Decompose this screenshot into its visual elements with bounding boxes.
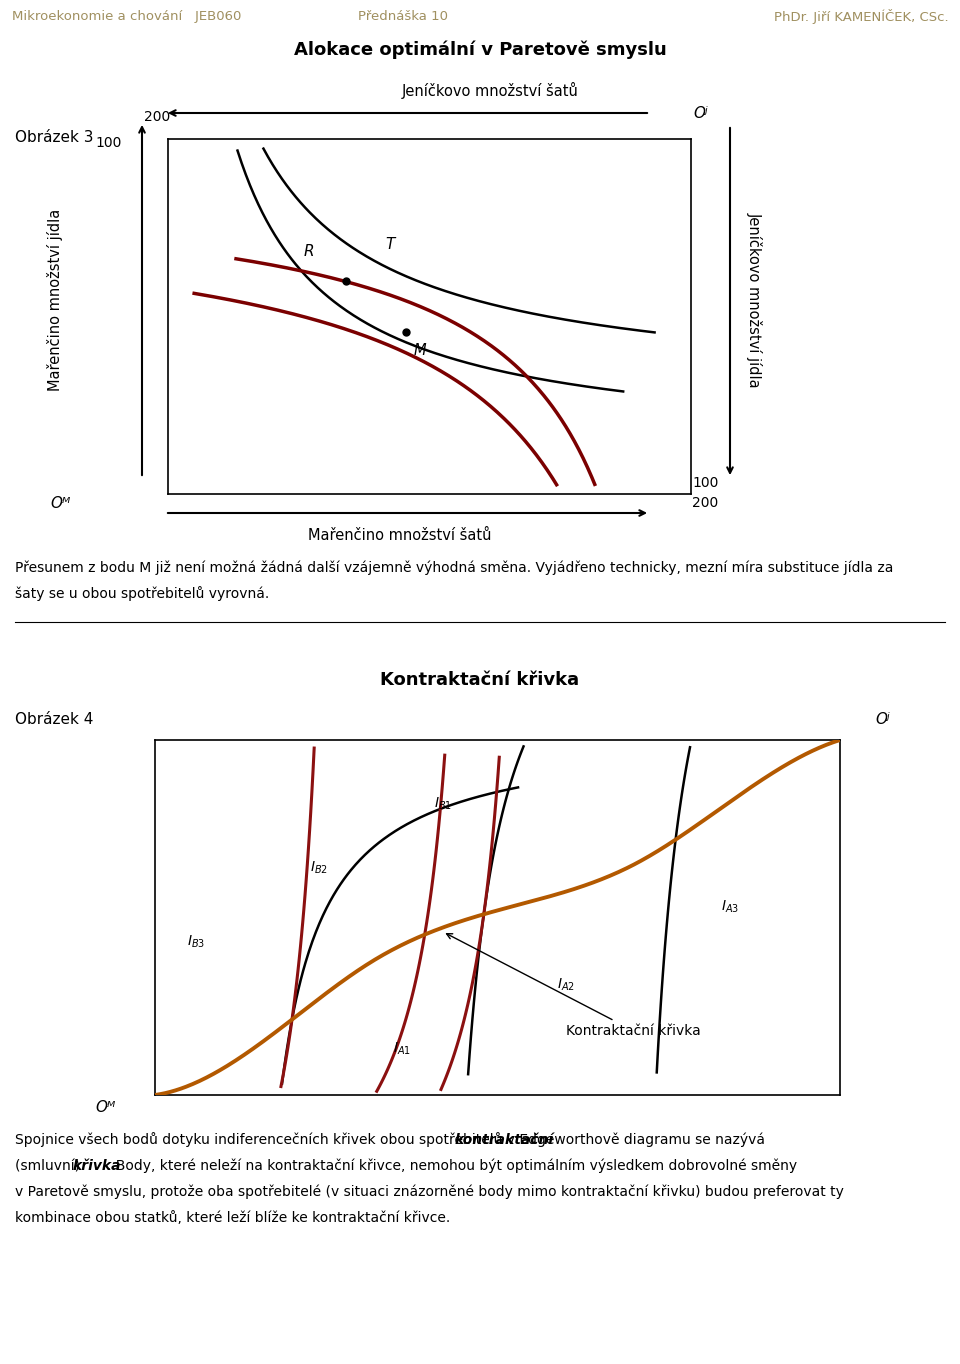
- Text: Oʲ: Oʲ: [875, 712, 890, 727]
- Text: M: M: [414, 344, 426, 359]
- Text: $I_{A2}$: $I_{A2}$: [557, 977, 575, 993]
- Text: $I_{B1}$: $I_{B1}$: [434, 795, 452, 812]
- Text: Mařenčino množství šatů: Mařenčino množství šatů: [308, 528, 492, 543]
- Text: 100: 100: [96, 136, 122, 150]
- Text: Oᴹ: Oᴹ: [50, 495, 70, 510]
- Text: $I_{B2}$: $I_{B2}$: [310, 859, 328, 876]
- Text: Alokace optimální v Paretově smyslu: Alokace optimální v Paretově smyslu: [294, 40, 666, 59]
- Text: 200: 200: [692, 496, 718, 510]
- Text: Jeníčkovo množství jídla: Jeníčkovo množství jídla: [747, 213, 763, 387]
- Text: $I_{A3}$: $I_{A3}$: [721, 899, 739, 915]
- Text: křivka: křivka: [73, 1159, 122, 1173]
- Text: R: R: [304, 244, 315, 259]
- Text: v Paretově smyslu, protože oba spotřebitelé (v situaci znázorněné body mimo kont: v Paretově smyslu, protože oba spotřebit…: [15, 1185, 844, 1199]
- Text: 100: 100: [692, 476, 718, 490]
- Text: kontraktační: kontraktační: [455, 1133, 554, 1147]
- Text: Obrázek 3: Obrázek 3: [15, 131, 93, 146]
- Text: Mikroekonomie a chování   JEB060: Mikroekonomie a chování JEB060: [12, 10, 241, 23]
- Text: Mařenčino množství jídla: Mařenčino množství jídla: [47, 209, 63, 391]
- Text: (smluvní): (smluvní): [15, 1159, 84, 1173]
- Text: 200: 200: [144, 110, 170, 124]
- Text: kombinace obou statků, které leží blíže ke kontraktační křivce.: kombinace obou statků, které leží blíže …: [15, 1211, 450, 1225]
- Text: Přesunem z bodu M již není možná žádná další vzájemně výhodná směna. Vyjádřeno t: Přesunem z bodu M již není možná žádná d…: [15, 561, 894, 576]
- Text: Kontraktační křivka: Kontraktační křivka: [446, 934, 701, 1038]
- Text: $I_{A1}$: $I_{A1}$: [393, 1041, 411, 1057]
- Text: Přednáška 10: Přednáška 10: [358, 10, 448, 23]
- Text: Oʲ: Oʲ: [693, 105, 708, 120]
- Text: Spojnice všech bodů dotyku indiferencečních křivek obou spotřebitelů v Edgeworth: Spojnice všech bodů dotyku indiferencečn…: [15, 1132, 769, 1147]
- Text: T: T: [385, 237, 395, 252]
- Text: Kontraktační křivka: Kontraktační křivka: [380, 671, 580, 689]
- Text: $I_{B3}$: $I_{B3}$: [187, 934, 205, 951]
- Text: Jeníčkovo množství šatů: Jeníčkovo množství šatů: [401, 82, 579, 98]
- Text: PhDr. Jiří KAMENÍČEK, CSc.: PhDr. Jiří KAMENÍČEK, CSc.: [774, 10, 948, 23]
- Text: . Body, které neleží na kontraktační křivce, nemohou být optimálním výsledkem do: . Body, které neleží na kontraktační kři…: [107, 1159, 797, 1173]
- Text: šaty se u obou spotřebitelů vyrovná.: šaty se u obou spotřebitelů vyrovná.: [15, 587, 269, 602]
- Text: Oᴹ: Oᴹ: [95, 1101, 115, 1116]
- Text: Obrázek 4: Obrázek 4: [15, 712, 93, 727]
